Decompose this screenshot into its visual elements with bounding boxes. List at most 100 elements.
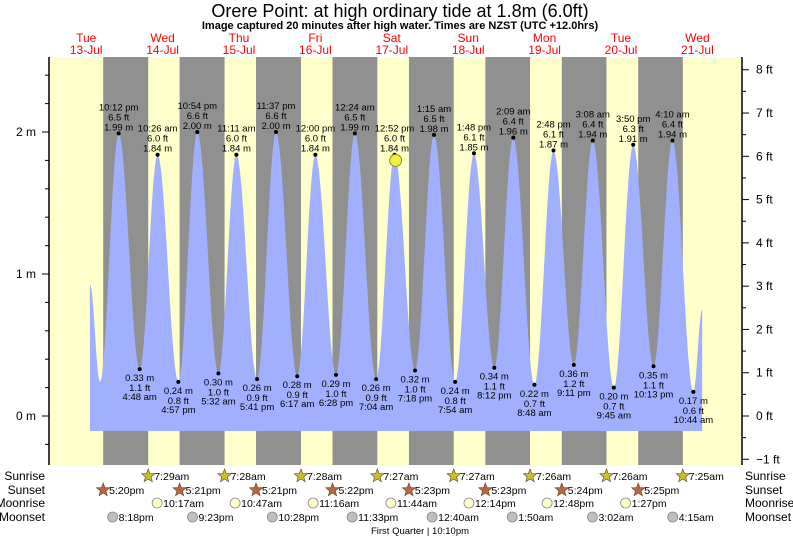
tide-time: 8:12 pm — [477, 391, 511, 402]
tide-time: 2:09 am — [496, 107, 530, 118]
tide-feet: 1.0 ft — [325, 389, 346, 400]
tide-meters: 2.00 m — [183, 121, 212, 132]
tide-feet: 1.2 ft — [563, 379, 584, 390]
day-name: Thu — [229, 31, 250, 45]
tide-feet: 6.1 ft — [543, 129, 564, 140]
moonrise-time: 12:14pm — [475, 498, 516, 510]
low-tide-point: 0.26 m0.9 ft5:41 pm — [240, 377, 274, 413]
tide-feet: 0.7 ft — [524, 399, 545, 410]
tide-dot — [413, 368, 418, 373]
tide-feet: 6.5 ft — [423, 114, 444, 125]
right-tick-label: 4 ft — [756, 236, 773, 250]
high-tide-point: 10:26 am6.0 ft1.84 m — [138, 124, 177, 157]
high-tide-point: 11:11 am6.0 ft1.84 m — [217, 124, 256, 157]
tide-time: 9:11 pm — [557, 388, 591, 399]
right-tick-label: 7 ft — [756, 106, 773, 120]
high-tide-point: 10:12 pm6.5 ft1.99 m — [99, 102, 139, 136]
day-name: Fri — [308, 31, 322, 45]
tide-dot — [551, 148, 556, 153]
tide-time: 8:48 am — [517, 408, 551, 419]
moonrise-icon — [151, 497, 163, 509]
tide-dot — [333, 372, 338, 377]
low-tide-point: 0.22 m0.7 ft8:48 am — [517, 382, 552, 419]
tide-feet: 6.4 ft — [503, 117, 524, 128]
tide-dot — [590, 138, 595, 143]
sunrise-icon — [293, 468, 309, 483]
tide-meters: 0.33 m — [125, 373, 154, 384]
tide-meters: 1.85 m — [459, 142, 488, 153]
tide-meters: 1.87 m — [539, 139, 568, 150]
tide-meters: 0.29 m — [321, 379, 350, 390]
tide-time: 3:08 am — [576, 110, 610, 121]
high-tide-point: 4:10 am6.4 ft1.94 m — [655, 110, 690, 143]
low-tide-point: 0.20 m0.7 ft9:45 am — [597, 385, 631, 422]
right-tick-label: 0 ft — [756, 409, 773, 423]
tide-meters: 1.91 m — [619, 134, 648, 145]
tide-dot — [532, 382, 537, 387]
moonset-row-label-right: Moonset — [745, 510, 792, 524]
tide-meters: 1.84 m — [222, 144, 251, 155]
moonrise-time: 11:16am — [319, 498, 359, 510]
moonset-row-label-left: Moonset — [0, 510, 46, 524]
extreme-labels: 10:12 pm6.5 ft1.99 m 0.33 m 1.1 ft 4:48 am 1… — [99, 101, 713, 426]
axes: 0 m 1 m 2 m −1 ft 0 ft 1 ft 2 ft 3 ft 4 ft 5 ft 6 … — [16, 57, 780, 466]
tide-meters: 1.84 m — [380, 144, 409, 155]
day-date: 21-Jul — [681, 43, 714, 57]
day-date: 17-Jul — [375, 43, 408, 57]
sunset-icon — [630, 482, 646, 497]
tide-dot — [195, 130, 200, 134]
tide-dot — [155, 152, 160, 157]
tide-feet: 0.8 ft — [445, 396, 466, 407]
high-tide-point: 1:48 pm6.1 ft1.85 m — [457, 122, 491, 156]
day-date: 15-Jul — [223, 43, 256, 57]
tide-feet: 6.0 ft — [226, 134, 247, 145]
low-tide-point: 0.29 m1.0 ft6:28 pm — [319, 372, 353, 409]
sunrise-icon — [140, 468, 156, 483]
moonrise-icon — [541, 497, 553, 509]
tide-feet: 6.5 ft — [344, 112, 365, 123]
tide-meters: 1.96 m — [499, 127, 528, 138]
tide-time: 4:48 am — [123, 392, 157, 403]
sunset-time: 5:22pm — [338, 485, 373, 497]
low-tide-point: 0.24 m0.8 ft7:54 am — [438, 379, 472, 416]
sunset-time: 5:24pm — [568, 485, 603, 497]
low-tide-point: 0.24 m0.8 ft4:57 pm — [161, 379, 196, 416]
sunrise-time: 7:28am — [231, 471, 266, 483]
sunrise-time: 7:26am — [536, 471, 571, 483]
tide-feet: 6.6 ft — [265, 111, 286, 122]
sunrise-time: 7:26am — [612, 471, 647, 483]
tide-meters: 0.34 m — [480, 372, 509, 383]
tide-time: 1:15 am — [417, 104, 451, 115]
tide-feet: 6.0 ft — [147, 134, 168, 145]
moonset-time: 4:15am — [679, 512, 714, 524]
right-tick-label: 1 ft — [756, 366, 773, 380]
right-tick-label: −1 ft — [756, 452, 780, 466]
day-date: 18-Jul — [452, 43, 485, 57]
tide-meters: 0.17 m — [679, 396, 708, 407]
moonset-icon — [506, 511, 518, 523]
sunrise-time: 7:25am — [689, 471, 724, 483]
tide-meters: 0.22 m — [520, 389, 549, 400]
tide-feet: 1.1 ft — [484, 382, 505, 393]
sunrise-row-label-right: Sunrise — [745, 469, 786, 483]
sunrise-icon — [598, 468, 614, 483]
tide-meters: 1.99 m — [104, 122, 133, 133]
tide-dot — [511, 135, 516, 140]
moonrise-row-label-right: Moonrise — [745, 496, 793, 510]
high-tide-point: 3:50 pm6.3 ft1.91 m — [616, 114, 650, 147]
tide-time: 5:32 am — [201, 396, 235, 407]
moonset-icon — [107, 511, 119, 523]
sunrise-icon — [369, 468, 385, 483]
tide-time: 9:45 am — [597, 411, 631, 422]
tide-time: 7:18 pm — [398, 394, 432, 405]
moonset-icon — [667, 511, 679, 523]
sunrise-icon — [675, 468, 691, 483]
tide-dot — [611, 385, 616, 390]
right-tick-label: 6 ft — [756, 149, 773, 163]
sunset-time: 5:20pm — [109, 485, 144, 497]
tide-time: 6:28 pm — [319, 398, 353, 409]
moonrise-icon — [620, 497, 632, 509]
moonrise-time: 1:27pm — [632, 498, 667, 510]
tide-time: 12:24 am — [335, 102, 375, 113]
moonset-time: 10:28pm — [278, 512, 319, 524]
